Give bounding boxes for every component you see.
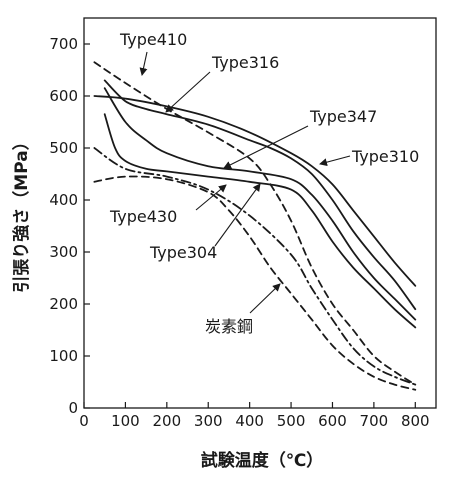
y-tick-label: 300	[49, 243, 78, 261]
leader-arrow-type430	[195, 184, 227, 211]
series-label-carbon-steel: 炭素鋼	[205, 317, 253, 336]
series-label-type316: Type316	[211, 53, 279, 72]
series-line-type347	[103, 87, 417, 321]
series-label-type347: Type347	[309, 107, 377, 126]
x-tick-label: 0	[79, 412, 89, 430]
x-tick-label: 800	[401, 412, 430, 430]
series-line-carbon-steel	[93, 175, 417, 391]
series-line-type310	[93, 95, 417, 287]
y-tick-label: 700	[49, 35, 78, 53]
x-tick-label: 700	[360, 412, 389, 430]
y-axis-title: 引張り強さ（MPa）	[11, 133, 32, 292]
y-tick-label: 500	[49, 139, 78, 157]
label-leaders	[139, 51, 351, 314]
series-line-type430	[93, 147, 417, 386]
series-label-type304: Type304	[149, 243, 217, 262]
x-tick-label: 600	[318, 412, 347, 430]
series-line-type316	[103, 79, 417, 311]
leader-arrow-type304	[214, 183, 261, 247]
leader-arrow-type410	[139, 51, 148, 76]
x-tick-label: 500	[277, 412, 306, 430]
x-tick-label: 400	[235, 412, 264, 430]
y-tick-label: 100	[49, 347, 78, 365]
series-label-type410: Type410	[119, 30, 187, 49]
x-tick-label: 100	[111, 412, 140, 430]
y-tick-label: 600	[49, 87, 78, 105]
leader-arrow-carbon-steel	[249, 283, 281, 314]
y-tick-label: 200	[49, 295, 78, 313]
leader-arrow-type310	[319, 155, 351, 167]
series-line-type304	[103, 113, 417, 329]
series-label-type430: Type430	[109, 207, 177, 226]
x-tick-label: 200	[153, 412, 182, 430]
series-lines	[93, 61, 417, 391]
leader-arrow-type347	[223, 125, 309, 169]
leader-arrow-type316	[165, 71, 211, 113]
y-tick-label: 400	[49, 191, 78, 209]
series-label-type310: Type310	[351, 147, 419, 166]
axis-ticks: 0 100 200 300 400 500 600 700 800 0 100 200 300 400 50…	[49, 35, 429, 430]
series-labels: Type410 Type316 Type347 Type310 Type304 Type4…	[109, 30, 419, 336]
x-axis-title: 試験温度（℃）	[201, 450, 324, 471]
plot-frame	[83, 17, 437, 409]
x-tick-label: 300	[194, 412, 223, 430]
y-tick-label: 0	[68, 399, 78, 417]
